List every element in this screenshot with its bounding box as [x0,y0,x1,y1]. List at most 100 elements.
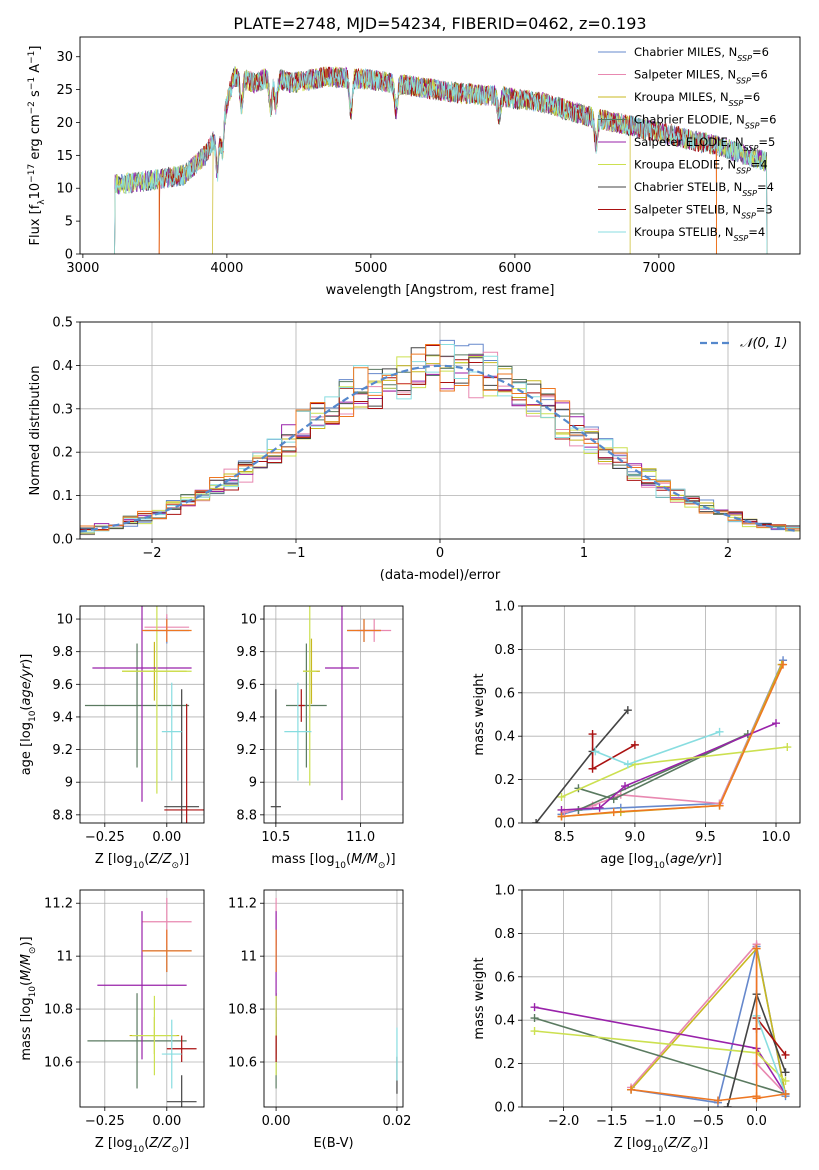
plus-marker [713,1096,722,1105]
x-axis-label: (data-model)/error [380,568,501,583]
label-part: )] [179,852,189,867]
legend-entry: 𝒩(0, 1) [740,336,787,351]
y-tick-label: 0.0 [494,1101,515,1116]
mass-weight-series [557,743,792,801]
y-tick-label: 0.0 [52,533,73,548]
x-tick-label: 0.00 [152,1114,181,1129]
label-part: E(B-V) [313,1136,353,1151]
series-line [561,664,784,818]
x-tick-label: 7000 [642,261,675,276]
y-tick-label: 10 [56,613,73,628]
label-part: 10 [133,1145,145,1155]
label-part: Z [log [614,1136,652,1151]
legend-suffix: =6 [743,90,760,104]
y-tick-label: 0.0 [494,817,515,832]
label-part: M/M [19,954,34,981]
errorbar-point [347,619,381,642]
legend-entry: Chabrier MILES, NSSP=6 [634,45,769,63]
y-tick-label: 1.0 [494,884,515,899]
label-part: ⊙ [171,1145,179,1155]
plus-marker [783,743,792,752]
y-tick-label: 25 [56,83,73,98]
errorbar-point [302,606,317,786]
x-tick-label: 5000 [354,261,387,276]
x-axis-label: age [log10(age/yr)] [600,852,722,871]
errorbar-point [92,606,192,802]
label-part: )] [19,654,34,664]
y-axis-label: Normed distribution [28,366,43,496]
series-line [595,731,720,766]
axes-frame [521,889,801,1108]
legend-entry: Kroupa STELIB, NSSP=4 [634,225,765,243]
label-part: age [log [19,722,34,775]
panel-massweight-vs-Z: −2.0 −1.5 −1.0 −0.5 0.0 0.0 0.2 0.4 0.6 0.8 1.0 Z [… [472,884,801,1155]
legend-label: Salpeter ELODIE, N [634,135,744,149]
plus-marker [574,805,583,814]
y-tick-label: 11.2 [44,897,73,912]
panel-massweight-vs-age: 8.5 9.0 9.5 10.0 0.0 0.2 0.4 0.6 0.8 1.0 age [log1… [472,600,801,871]
errorbar-point [325,606,359,801]
axes-frame [79,36,801,255]
label-part: age/yr [19,662,34,705]
label-part: M/M [351,852,378,867]
x-tick-label: 6000 [498,261,531,276]
series-line [534,1017,786,1095]
legend-entry: Kroupa ELODIE, NSSP=4 [634,158,768,176]
figure-title: PLATE=2748, MJD=54234, FIBERID=0462, z=0… [233,14,646,33]
y-tick-label: 0.2 [52,446,73,461]
histogram-step-series [80,343,800,531]
x-tick-label: 4000 [210,261,243,276]
legend-label: Kroupa STELIB, N [634,225,734,239]
label-part: ( [144,852,149,867]
legend-entry: Salpeter ELODIE, NSSP=5 [634,135,775,153]
plus-marker [557,792,566,801]
x-axis-label: wavelength [Angstrom, rest frame] [326,283,555,298]
y-tick-label: 20 [56,116,73,131]
y-axis-label: mass weight [472,673,487,755]
y-tick-label: 8.8 [236,808,257,823]
legend-suffix: =5 [758,135,775,149]
legend-entry: Kroupa MILES, NSSP=6 [634,90,760,108]
plus-marker [609,808,618,817]
plus-marker [591,747,600,756]
y-tick-label: 9.6 [52,678,73,693]
label-part: ( [19,981,34,986]
x-tick-label: 11.0 [346,830,375,845]
axes-frame [263,889,404,1108]
y-axis-label: Flux [fλ10−17 erg cm−2 s−1 A−1] [27,46,47,246]
label-part: s [28,90,43,101]
label-part: ( [144,1136,149,1151]
axes-frame [79,321,801,540]
label-part: Z [log [95,1136,133,1151]
legend-sub: SSP [742,189,757,198]
y-tick-label: 0.4 [494,1014,515,1029]
legend-sub: SSP [744,144,759,153]
x-tick-label: 8.5 [554,830,575,845]
x-tick-label: 10.0 [762,830,791,845]
plus-marker [781,1068,790,1077]
errorbar-point [161,1019,182,1089]
label-part: 10 [652,1145,664,1155]
y-tick-label: 0.6 [494,686,515,701]
series-line [561,722,777,811]
legend-sub: SSP [734,234,749,243]
series-line [535,709,629,823]
plus-marker [715,801,724,810]
y-tick-label: 0.3 [52,402,73,417]
spectrum-series-line [114,66,768,254]
panel-residual-histogram: −2 −1 0 1 2 0.0 0.1 0.2 0.3 0.4 0.5 𝒩(0, 1) (data-mo… [28,316,801,583]
series-line [631,948,786,1102]
y-tick-label: 9.8 [236,645,257,660]
legend-sub: SSP [745,121,760,130]
label-part: )] [19,936,34,946]
x-tick-label: 2 [724,546,732,561]
plus-marker [623,706,632,715]
plus-marker [557,812,566,821]
legend-suffix: =3 [756,203,773,217]
legend-suffix: =6 [751,68,768,82]
legend-suffix: =6 [760,113,777,127]
mass-weight-series [557,660,786,821]
label-part: erg cm [28,114,43,163]
